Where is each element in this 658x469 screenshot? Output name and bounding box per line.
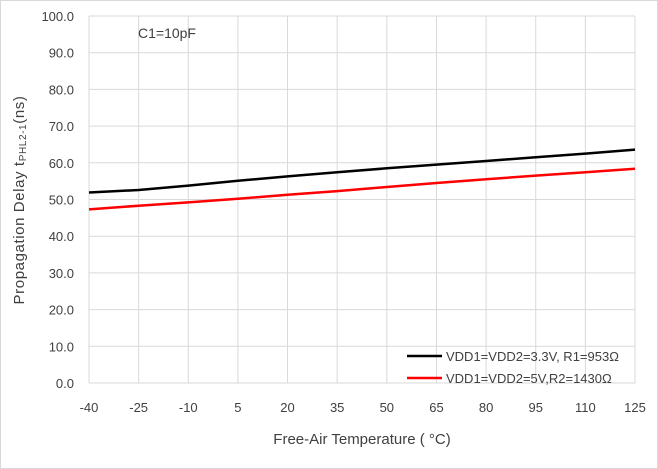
y-tick-label: 10.0 <box>49 339 74 354</box>
x-tick-label: 50 <box>380 400 394 415</box>
x-tick-label: 20 <box>280 400 294 415</box>
x-tick-label: 35 <box>330 400 344 415</box>
x-tick-label: 80 <box>479 400 493 415</box>
x-axis-title: Free-Air Temperature ( °C) <box>273 431 450 448</box>
series-lines <box>88 148 636 211</box>
y-axis-title-main: Propagation Delay t <box>11 161 28 304</box>
x-tick-label: -25 <box>129 400 148 415</box>
gridlines <box>88 15 636 384</box>
x-tick-label: 5 <box>234 400 241 415</box>
legend-label-1: VDD1=VDD2=3.3V, R1=953Ω <box>446 349 619 364</box>
chart-annotation: C1=10pF <box>138 25 196 41</box>
y-tick-label: 0.0 <box>56 376 74 391</box>
x-tick-label: -40 <box>80 400 99 415</box>
y-tick-label: 50.0 <box>49 193 74 208</box>
x-tick-label: 95 <box>528 400 542 415</box>
y-tick-label: 40.0 <box>49 229 74 244</box>
y-tick-label: 90.0 <box>49 46 74 61</box>
y-tick-label: 100.0 <box>41 9 74 24</box>
x-tick-label: 110 <box>575 400 596 415</box>
y-tick-label: 20.0 <box>49 303 74 318</box>
x-tick-label: 125 <box>624 400 646 415</box>
series-line-2 <box>88 167 636 211</box>
legend-label-2: VDD1=VDD2=5V,R2=1430Ω <box>446 371 612 386</box>
y-axis-tick-labels: 0.0 10.0 20.0 30.0 40.0 50.0 60.0 70.0 80.0 90.0 1… <box>41 9 74 391</box>
y-axis-title-unit: (ns) <box>11 96 28 124</box>
y-tick-label: 60.0 <box>49 156 74 171</box>
x-tick-label: -10 <box>179 400 198 415</box>
y-tick-label: 30.0 <box>49 266 74 281</box>
y-tick-label: 70.0 <box>49 119 74 134</box>
series-line-1 <box>88 148 636 194</box>
legend: VDD1=VDD2=3.3V, R1=953Ω VDD1=VDD2=5V,R2=1… <box>407 349 619 386</box>
x-axis-tick-labels: -40 -25 -10 5 20 35 50 65 80 95 110 125 <box>80 400 646 415</box>
x-tick-label: 65 <box>429 400 443 415</box>
y-tick-label: 80.0 <box>49 82 74 97</box>
y-axis-title: Propagation Delay tPHL2-1(ns) <box>11 96 29 305</box>
y-axis-title-subscript: PHL2-1 <box>18 124 29 162</box>
